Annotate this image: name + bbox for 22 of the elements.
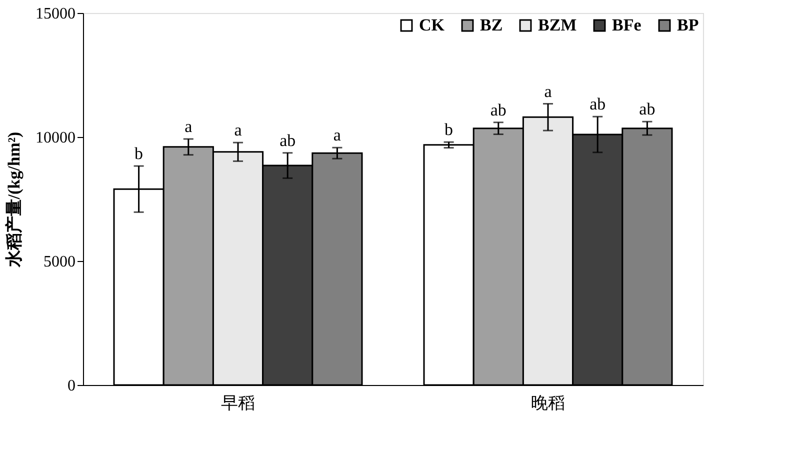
data-label: a [544,82,552,101]
y-tick-label: 5000 [44,254,76,270]
legend-label: BZM [538,16,577,35]
data-label: a [333,126,342,145]
y-tick-label: 0 [68,378,76,394]
data-label: a [234,120,242,140]
legend-label: BFe [612,16,642,35]
data-label: ab [280,130,296,150]
x-tick-label: 晚稻 [531,394,565,412]
data-label: b [134,144,144,164]
data-label: b [444,120,454,140]
data-label: ab [490,100,506,120]
y-tick-label: 15000 [36,6,76,22]
y-axis-title: 水稻产量/(kg/hm²) [4,132,24,268]
data-label: ab [639,100,656,119]
legend-label: BZ [480,16,503,35]
legend-label: BP [677,16,699,35]
y-tick-label: 10000 [36,130,76,146]
data-label: ab [590,94,606,114]
x-tick-label: 早稻 [221,394,255,412]
legend-label: CK [419,16,446,35]
data-label: a [184,116,193,136]
